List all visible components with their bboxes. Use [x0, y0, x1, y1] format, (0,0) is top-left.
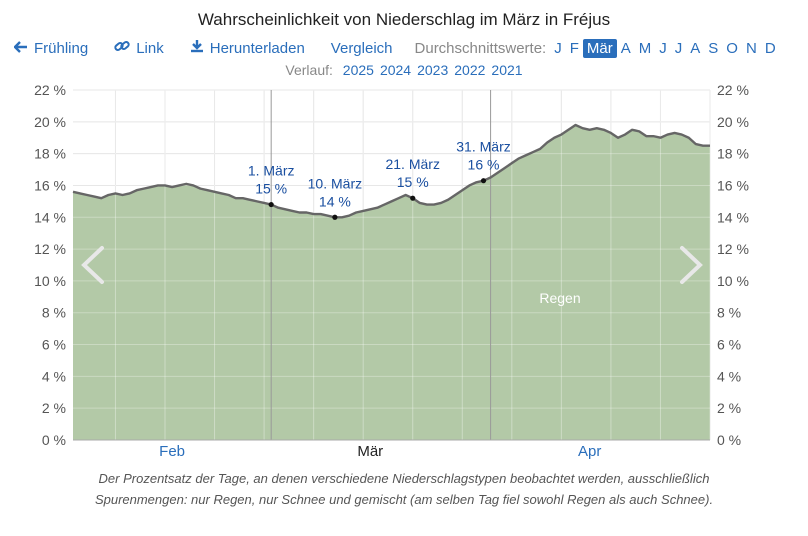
download-label: Herunterladen	[209, 39, 305, 57]
month-button-11[interactable]: D	[764, 39, 776, 57]
annotation-marker	[480, 178, 487, 184]
y-tick-left: 14 %	[34, 209, 66, 225]
chart-title: Wahrscheinlichkeit von Niederschlag im M…	[197, 10, 611, 29]
month-button-2[interactable]: Mär	[582, 38, 617, 58]
annotation-value: 15 %	[397, 174, 429, 190]
y-tick-right: 14 %	[717, 209, 749, 225]
history-year-2023[interactable]: 2023	[417, 62, 449, 78]
annotation-marker	[332, 214, 338, 220]
y-tick-right: 20 %	[717, 114, 749, 130]
y-tick-left: 0 %	[42, 432, 66, 448]
link-button[interactable]: Link	[114, 39, 164, 57]
averages-label: Durchschnittswerte:	[414, 39, 547, 57]
y-tick-left: 10 %	[34, 273, 66, 289]
annotation-marker	[410, 195, 416, 201]
month-button-5[interactable]: J	[659, 39, 667, 57]
y-tick-left: 8 %	[42, 305, 66, 321]
prev-season-link[interactable]: Frühling	[13, 39, 89, 57]
history-year-2025[interactable]: 2025	[342, 62, 374, 78]
y-tick-right: 6 %	[717, 337, 741, 353]
y-tick-left: 18 %	[34, 146, 66, 162]
month-button-10[interactable]: N	[745, 39, 757, 57]
annotation-value: 16 %	[468, 157, 500, 173]
annotation-date: 10. März	[308, 175, 362, 191]
chevron-right-icon[interactable]	[680, 246, 703, 284]
prev-season-label: Frühling	[34, 39, 89, 57]
series-line-regen	[72, 123, 710, 219]
y-tick-right: 16 %	[717, 177, 749, 193]
y-tick-right: 22 %	[717, 82, 749, 98]
link-icon	[114, 39, 130, 57]
y-tick-right: 2 %	[717, 400, 741, 416]
precipitation-chart: 0 % 0 % 2 % 2 % 4 % 4 % 6 % 6 % 8 % 8 % 10 % 10 % 12…	[34, 82, 749, 460]
annotation-date: 21. März	[385, 156, 439, 172]
chevron-left-icon[interactable]	[81, 246, 104, 284]
annotation-value: 14 %	[319, 193, 351, 209]
area-label-regen: Regen	[539, 290, 580, 306]
y-tick-left: 6 %	[42, 337, 66, 353]
history-year-2024[interactable]: 2024	[379, 62, 412, 78]
x-tick-label-2: Apr	[578, 443, 601, 460]
history-years: 2025 2024 2023 2022 2021	[337, 62, 523, 78]
compare-link[interactable]: Vergleich	[330, 39, 393, 57]
caption-line-1: Der Prozentsatz der Tage, an denen versc…	[98, 471, 710, 486]
y-tick-right: 18 %	[717, 146, 749, 162]
history-row: Verlauf: 2025 2024 2023 2022 2021	[0, 62, 808, 78]
history-label: Verlauf:	[285, 62, 333, 78]
history-year-2022[interactable]: 2022	[454, 62, 486, 78]
annotation-marker	[268, 201, 274, 208]
month-button-4[interactable]: M	[638, 39, 652, 57]
month-button-7[interactable]: A	[690, 39, 701, 57]
y-tick-left: 2 %	[42, 400, 66, 416]
y-tick-left: 12 %	[34, 241, 66, 257]
toolbar: Frühling Link Herunterladen Vergleich Du…	[13, 38, 780, 58]
history-year-2021[interactable]: 2021	[491, 62, 523, 78]
link-label: Link	[136, 39, 164, 57]
month-button-9[interactable]: O	[726, 39, 738, 57]
x-tick-label-0: Feb	[159, 443, 185, 460]
annotation-date: 31. März	[456, 139, 510, 155]
caption-line-2: Spurenmengen: nur Regen, nur Schnee und …	[94, 492, 714, 507]
month-button-6[interactable]: J	[674, 39, 683, 57]
month-button-8[interactable]: S	[708, 39, 719, 57]
download-button[interactable]: Herunterladen	[190, 39, 305, 57]
y-tick-right: 4 %	[717, 368, 741, 384]
annotation-value: 15 %	[255, 181, 287, 197]
y-tick-right: 10 %	[717, 273, 749, 289]
month-button-0[interactable]: J	[554, 39, 562, 57]
y-tick-right: 0 %	[717, 432, 741, 448]
download-icon	[190, 39, 204, 57]
month-selector: J F Mär A M J J A S O N D	[550, 38, 779, 58]
y-tick-left: 4 %	[42, 368, 66, 384]
x-tick-label-1: Mär	[357, 443, 383, 460]
month-button-3[interactable]: A	[620, 39, 631, 57]
series-area-regen	[73, 125, 710, 440]
y-tick-right: 12 %	[717, 241, 749, 257]
arrow-left-icon	[13, 40, 28, 57]
y-tick-left: 20 %	[34, 114, 66, 130]
month-button-1[interactable]: F	[569, 39, 579, 57]
y-tick-left: 16 %	[34, 177, 66, 193]
y-tick-left: 22 %	[34, 82, 66, 98]
chart-caption: Der Prozentsatz der Tage, an denen versc…	[40, 468, 768, 510]
annotation-date: 1. März	[248, 163, 295, 179]
y-tick-right: 8 %	[717, 305, 741, 321]
